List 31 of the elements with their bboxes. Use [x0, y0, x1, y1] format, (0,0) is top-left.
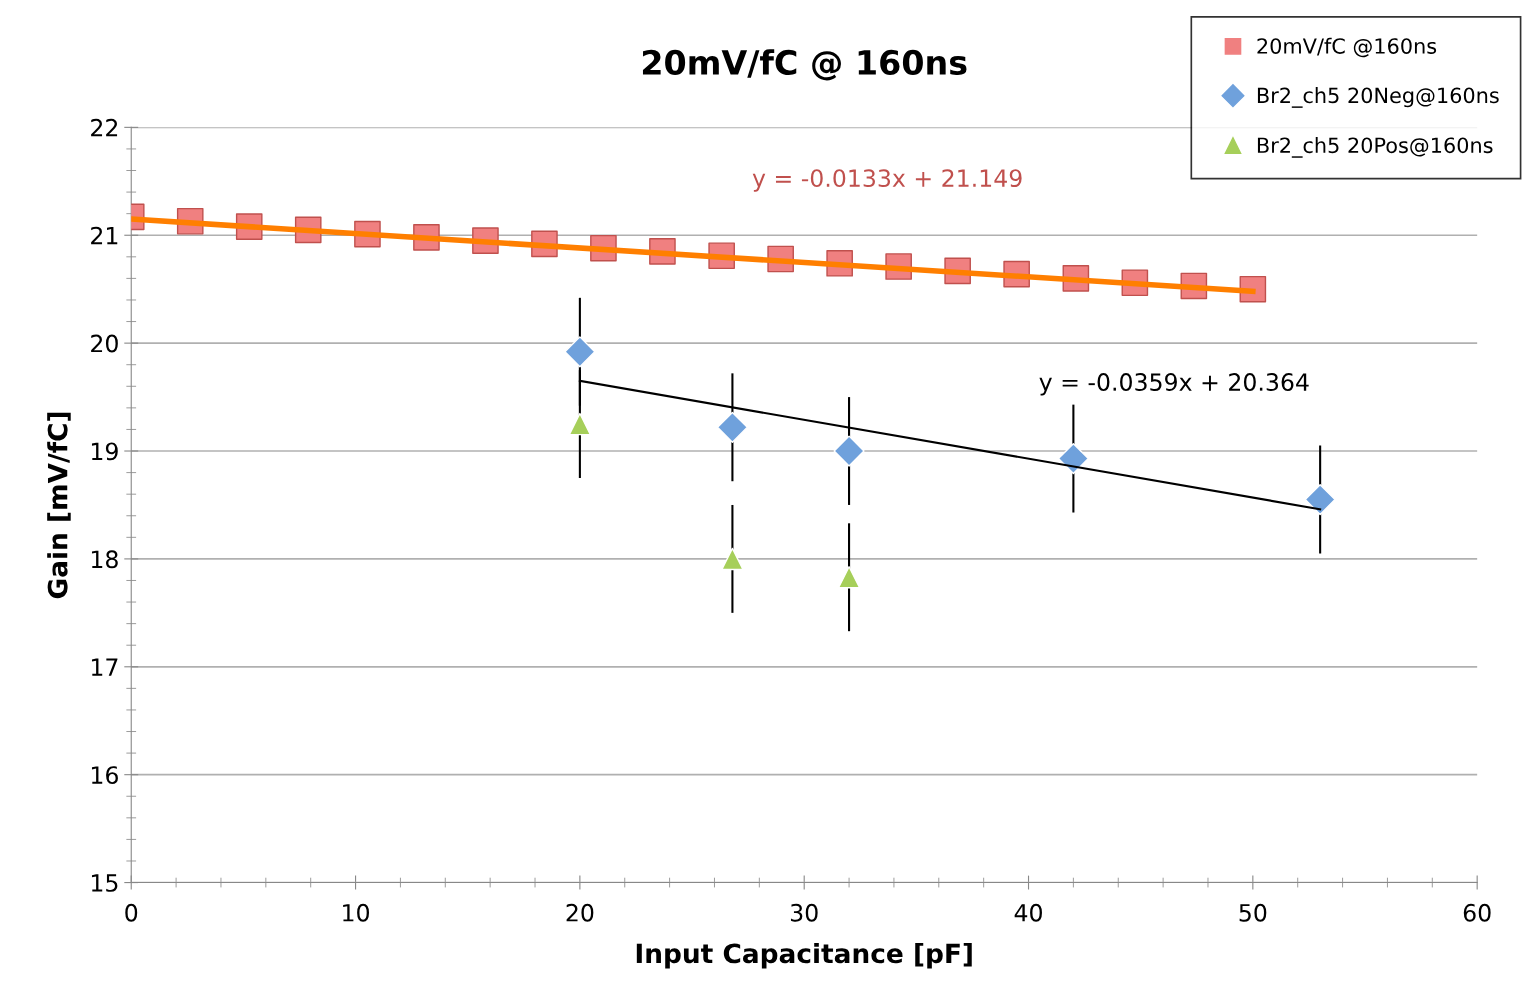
point: [837, 566, 861, 589]
legend-label: 20mV/fC @160ns: [1257, 37, 1437, 58]
point: [716, 411, 749, 443]
legend-label: Br2_ch5 20Neg@160ns: [1257, 87, 1499, 108]
x-tick-label: 20: [566, 903, 594, 922]
y-tick-label: 20: [91, 334, 118, 353]
point: [1304, 483, 1336, 516]
y-tick-label: 16: [91, 766, 118, 784]
y-tick-label: 21: [91, 226, 118, 245]
x-tick-label: 50: [1239, 903, 1267, 922]
legend-label: Br2_ch5 20Pos@160ns: [1257, 137, 1493, 158]
point: [568, 412, 592, 436]
y-axis-title: Gain [mV/fC]: [47, 412, 71, 599]
y-tick-label: 18: [91, 550, 118, 569]
x-tick-label: 40: [1014, 903, 1042, 922]
y-tick-label: 22: [91, 118, 118, 137]
point: [564, 336, 596, 368]
x-tick-label: 10: [343, 903, 370, 922]
x-tick-label: 0: [125, 903, 138, 922]
x-tick-label: 60: [1463, 903, 1491, 922]
point: [833, 435, 865, 467]
y-tick-label: 19: [91, 442, 118, 461]
x-tick-label: 30: [790, 903, 818, 922]
annotation: y = -0.0133x + 21.149: [752, 169, 1022, 192]
point: [1057, 442, 1089, 475]
point: [721, 547, 744, 571]
chart-title: 20mV/fC @ 160ns: [642, 49, 967, 81]
y-tick-label: 17: [91, 658, 118, 676]
y-tick-label: 15: [91, 874, 118, 892]
annotation: y = -0.0359x + 20.364: [1039, 373, 1309, 396]
x-axis-title: Input Capacitance [pF]: [636, 942, 972, 969]
